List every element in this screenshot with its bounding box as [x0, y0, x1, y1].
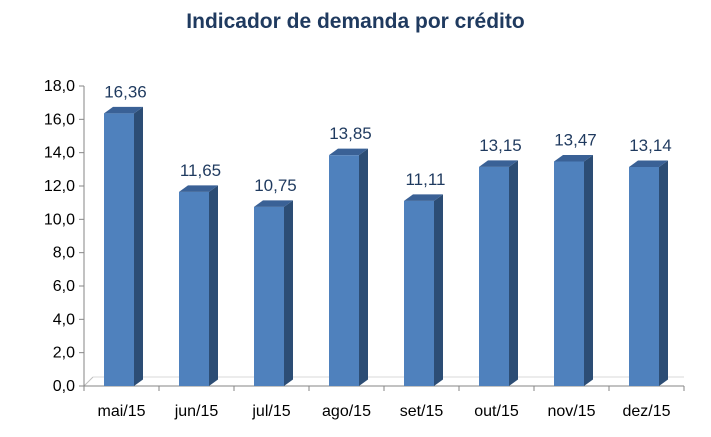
- bar: [179, 191, 209, 386]
- x-tick-label: mai/15: [97, 403, 145, 420]
- x-tick-label: ago/15: [322, 403, 371, 420]
- bar-top: [329, 148, 368, 156]
- bar-side: [509, 160, 518, 386]
- data-label: 13,85: [329, 124, 372, 143]
- bar-side: [134, 106, 143, 386]
- bar-side: [359, 148, 368, 386]
- y-tick-label: 0,0: [53, 378, 75, 395]
- x-tick-label: jul/15: [251, 403, 290, 420]
- x-tick-label: dez/15: [622, 403, 670, 420]
- data-label: 10,75: [254, 176, 297, 195]
- bar-side: [284, 200, 293, 386]
- y-tick-label: 14,0: [44, 145, 75, 162]
- y-tick-label: 4,0: [53, 311, 75, 328]
- data-label: 11,11: [405, 170, 445, 189]
- y-tick-label: 2,0: [53, 345, 75, 362]
- y-tick-label: 6,0: [53, 278, 75, 295]
- bar-top: [629, 160, 668, 167]
- x-tick-label: jun/15: [174, 403, 219, 420]
- bar-top: [104, 106, 143, 114]
- bar: [254, 206, 284, 386]
- x-tick-label: set/15: [400, 403, 444, 420]
- data-label: 13,14: [629, 136, 672, 155]
- x-tick-label: nov/15: [547, 403, 595, 420]
- bar-top: [479, 160, 518, 167]
- data-label: 13,47: [554, 131, 597, 150]
- bar-top: [179, 185, 218, 192]
- bar: [554, 161, 584, 386]
- bar: [329, 155, 359, 386]
- bar-top: [554, 155, 593, 162]
- bar: [104, 113, 134, 386]
- chart-title: Indicador de demanda por crédito: [186, 10, 525, 33]
- bar-side: [209, 185, 218, 386]
- bar: [479, 166, 509, 386]
- bar-side: [659, 160, 668, 386]
- y-tick-label: 10,0: [44, 211, 75, 228]
- y-tick-label: 16,0: [44, 111, 75, 128]
- y-tick-label: 18,0: [44, 78, 75, 95]
- bar-top: [254, 200, 293, 207]
- floor-depth-line: [83, 376, 94, 387]
- bar-side: [584, 155, 593, 386]
- bar: [629, 167, 659, 386]
- y-tick-label: 12,0: [44, 178, 75, 195]
- bar-top: [404, 194, 443, 201]
- data-label: 16,36: [104, 82, 147, 101]
- bar-side: [434, 194, 443, 386]
- data-label: 11,65: [180, 161, 221, 180]
- data-label: 13,15: [479, 136, 522, 155]
- y-tick-label: 8,0: [53, 245, 75, 262]
- x-tick-label: out/15: [474, 403, 519, 420]
- bar: [404, 200, 434, 386]
